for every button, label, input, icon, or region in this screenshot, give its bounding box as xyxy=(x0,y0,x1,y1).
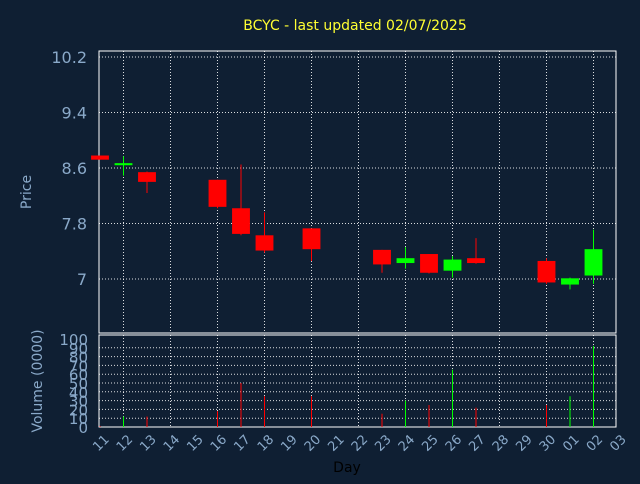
candle-body-16 xyxy=(208,179,227,207)
price-tick-label: 7 xyxy=(77,270,87,289)
day-axis-label: Day xyxy=(333,460,361,476)
price-grid xyxy=(99,51,616,333)
candle-body-12 xyxy=(114,163,133,166)
day-tick-label: 16 xyxy=(208,432,230,454)
day-tick-label: 25 xyxy=(419,432,441,454)
price-tick-label: 8.6 xyxy=(62,159,87,178)
day-tick-label: 13 xyxy=(137,432,159,454)
volume-tick-label: 40 xyxy=(69,384,88,402)
candle-body-26 xyxy=(443,259,462,271)
price-tick-label: 7.8 xyxy=(62,215,87,234)
day-tick-label: 22 xyxy=(349,432,371,454)
candle-body-25 xyxy=(420,254,438,273)
day-tick-label: 21 xyxy=(325,432,347,454)
day-tick-label: 17 xyxy=(231,432,253,454)
volume-tick-label: 10 xyxy=(69,410,88,428)
candle-body-23 xyxy=(373,249,391,265)
volume-tick-label: 100 xyxy=(59,331,88,349)
candle-body-02 xyxy=(584,249,603,276)
candle-body-01 xyxy=(561,278,579,285)
day-tick-label: 01 xyxy=(560,432,582,454)
candlestick-series xyxy=(91,155,603,290)
day-tick-label: 02 xyxy=(584,432,606,454)
day-tick-label: 23 xyxy=(372,432,394,454)
volume-axis-label: Volume (0000) xyxy=(30,329,46,432)
candle-body-17 xyxy=(232,208,250,234)
volume-tick-label: 20 xyxy=(69,401,88,419)
volume-tick-label: 30 xyxy=(69,393,88,411)
day-tick-label: 24 xyxy=(396,432,418,454)
volume-grid xyxy=(99,335,616,427)
candle-body-20 xyxy=(302,228,321,250)
day-tick-label: 12 xyxy=(114,432,136,454)
volume-series xyxy=(99,346,594,427)
candle-body-24 xyxy=(396,258,415,264)
day-tick-label: 26 xyxy=(443,432,465,454)
day-tick-label: 30 xyxy=(537,432,559,454)
volume-plot-frame xyxy=(98,334,617,428)
candle-body-11 xyxy=(91,155,109,160)
candle-body-13 xyxy=(138,172,156,182)
volume-tick-label: 70 xyxy=(69,357,88,375)
day-axis: 11 12 13 14 15 16 17 18 19 20 21 22 23 24 25 26 27 28 29 30… xyxy=(90,432,629,454)
volume-tick-label: 90 xyxy=(69,340,88,358)
day-tick-label: 11 xyxy=(90,432,112,454)
candle-body-30 xyxy=(537,260,556,283)
day-tick-label: 14 xyxy=(161,432,183,454)
day-tick-label: 20 xyxy=(302,432,324,454)
day-tick-label: 29 xyxy=(513,432,535,454)
candle-body-18 xyxy=(255,235,274,251)
day-tick-label: 15 xyxy=(184,432,206,454)
volume-tick-label: 50 xyxy=(69,375,88,393)
price-tick-label: 10.2 xyxy=(51,48,87,67)
volume-tick-label: 0 xyxy=(78,419,88,437)
price-axis: 10.2 9.4 8.6 7.8 7 xyxy=(51,48,87,289)
price-plot-frame xyxy=(98,50,617,334)
day-tick-label: 27 xyxy=(466,432,488,454)
volume-tick-label: 80 xyxy=(69,349,88,367)
candle-body-27 xyxy=(467,258,485,264)
day-tick-label: 28 xyxy=(490,432,512,454)
volume-tick-label: 60 xyxy=(69,366,88,384)
day-tick-label: 18 xyxy=(255,432,277,454)
chart-title: BCYC - last updated 02/07/2025 xyxy=(243,18,466,34)
day-tick-label: 19 xyxy=(278,432,300,454)
price-axis-label: Price xyxy=(19,175,35,209)
price-tick-label: 9.4 xyxy=(62,104,87,123)
day-tick-label: 03 xyxy=(607,432,629,454)
